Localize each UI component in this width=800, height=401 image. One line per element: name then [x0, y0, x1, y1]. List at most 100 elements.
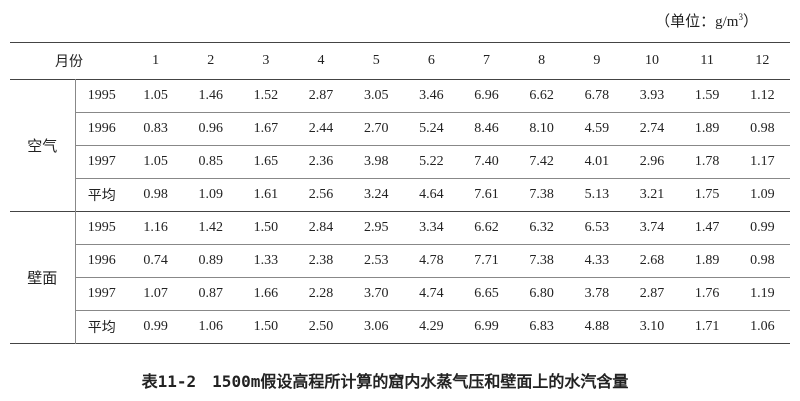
value-cell: 3.24: [348, 178, 404, 212]
value-cell: 1.89: [679, 244, 735, 278]
value-cell: 2.56: [293, 178, 349, 212]
value-cell: 1.42: [183, 211, 239, 245]
value-cell: 4.88: [569, 310, 625, 344]
month-header: 8: [514, 42, 570, 80]
value-cell: 2.53: [348, 244, 404, 278]
month-header: 6: [403, 42, 459, 80]
month-header: 5: [348, 42, 404, 80]
value-cell: 0.85: [183, 145, 239, 179]
value-cell: 2.68: [624, 244, 680, 278]
value-cell: 1.17: [734, 145, 790, 179]
group-label: 壁面: [10, 211, 76, 344]
value-cell: 1.16: [128, 211, 184, 245]
value-cell: 6.80: [514, 277, 570, 311]
month-header: 10: [624, 42, 680, 80]
value-cell: 6.62: [458, 211, 515, 245]
value-cell: 1.71: [679, 310, 735, 344]
value-cell: 6.65: [458, 277, 515, 311]
unit-suffix: ）: [742, 14, 758, 30]
unit-label: （单位：g/m3）: [655, 10, 758, 31]
data-row: 平均 0.98 1.09 1.61 2.56 3.24 4.64 7.61 7.38 5.13 3.…: [10, 178, 790, 212]
group-label: 空气: [10, 79, 76, 212]
value-cell: 6.78: [569, 79, 625, 113]
unit-prefix: （单位：g/m: [655, 14, 739, 30]
data-row: 1996 0.83 0.96 1.67 2.44 2.70 5.24 8.46 8.10 4.59…: [10, 112, 790, 146]
value-cell: 1.67: [238, 112, 294, 146]
value-cell: 6.96: [458, 79, 515, 113]
row-label: 1995: [75, 79, 128, 113]
value-cell: 8.46: [458, 112, 515, 146]
value-cell: 6.32: [514, 211, 570, 245]
data-row: 1997 1.05 0.85 1.65 2.36 3.98 5.22 7.40 7.42 4.01…: [10, 145, 790, 179]
row-label: 平均: [75, 178, 128, 212]
month-header: 11: [679, 42, 735, 80]
row-label: 1997: [75, 145, 128, 179]
value-cell: 0.98: [734, 244, 790, 278]
month-header: 9: [569, 42, 625, 80]
value-cell: 3.98: [348, 145, 404, 179]
value-cell: 1.76: [679, 277, 735, 311]
row-label: 平均: [75, 310, 128, 344]
value-cell: 1.50: [238, 211, 294, 245]
value-cell: 3.21: [624, 178, 680, 212]
value-cell: 2.36: [293, 145, 349, 179]
data-row: 1996 0.74 0.89 1.33 2.38 2.53 4.78 7.71 7.38 4.33…: [10, 244, 790, 278]
data-row: 壁面 1995 1.16 1.42 1.50 2.84 2.95 3.34 6.62 6.32 6.…: [10, 211, 790, 344]
value-cell: 1.65: [238, 145, 294, 179]
value-cell: 2.38: [293, 244, 349, 278]
value-cell: 7.38: [514, 178, 570, 212]
value-cell: 1.07: [128, 277, 184, 311]
month-header: 7: [458, 42, 515, 80]
value-cell: 0.89: [183, 244, 239, 278]
row-label: 1995: [75, 211, 128, 245]
value-cell: 1.06: [183, 310, 239, 344]
value-cell: 6.62: [514, 79, 570, 113]
value-cell: 4.59: [569, 112, 625, 146]
value-cell: 1.05: [128, 79, 184, 113]
value-cell: 3.34: [403, 211, 459, 245]
month-header: 2: [183, 42, 239, 80]
value-cell: 1.46: [183, 79, 239, 113]
value-cell: 7.71: [458, 244, 515, 278]
value-cell: 1.75: [679, 178, 735, 212]
value-cell: 7.42: [514, 145, 570, 179]
value-cell: 8.10: [514, 112, 570, 146]
value-cell: 1.78: [679, 145, 735, 179]
value-cell: 1.52: [238, 79, 294, 113]
month-header: 3: [238, 42, 294, 80]
value-cell: 2.50: [293, 310, 349, 344]
value-cell: 3.74: [624, 211, 680, 245]
month-header: 1: [128, 42, 184, 80]
value-cell: 1.47: [679, 211, 735, 245]
value-cell: 3.70: [348, 277, 404, 311]
value-cell: 0.98: [128, 178, 184, 212]
value-cell: 4.74: [403, 277, 459, 311]
table-body: 月份 1 2 3 4 5 6 7 8 9 10 11 12 空气 1995 1.05 1.46 1.52 2.87 3…: [10, 42, 790, 344]
value-cell: 0.96: [183, 112, 239, 146]
value-cell: 1.09: [183, 178, 239, 212]
value-cell: 0.98: [734, 112, 790, 146]
value-cell: 1.89: [679, 112, 735, 146]
value-cell: 1.61: [238, 178, 294, 212]
month-header: 12: [734, 42, 790, 80]
value-cell: 5.24: [403, 112, 459, 146]
value-cell: 2.44: [293, 112, 349, 146]
value-cell: 5.22: [403, 145, 459, 179]
value-cell: 1.09: [734, 178, 790, 212]
value-cell: 1.50: [238, 310, 294, 344]
value-cell: 1.06: [734, 310, 790, 344]
data-row: 平均 0.99 1.06 1.50 2.50 3.06 4.29 6.99 6.83 4.88 3.…: [10, 310, 790, 344]
caption: 表11-2 1500m假设高程所计算的窟内水蒸气压和壁面上的水汽含量: [141, 372, 629, 391]
value-cell: 7.40: [458, 145, 515, 179]
value-cell: 1.05: [128, 145, 184, 179]
value-cell: 4.33: [569, 244, 625, 278]
value-cell: 3.06: [348, 310, 404, 344]
value-cell: 2.87: [624, 277, 680, 311]
value-cell: 7.61: [458, 178, 515, 212]
unit-sup: 3: [738, 12, 743, 22]
data-row: 1997 1.07 0.87 1.66 2.28 3.70 4.74 6.65 6.80 3.78…: [10, 277, 790, 311]
value-cell: 1.33: [238, 244, 294, 278]
month-header: 4: [293, 42, 349, 80]
value-cell: 0.87: [183, 277, 239, 311]
